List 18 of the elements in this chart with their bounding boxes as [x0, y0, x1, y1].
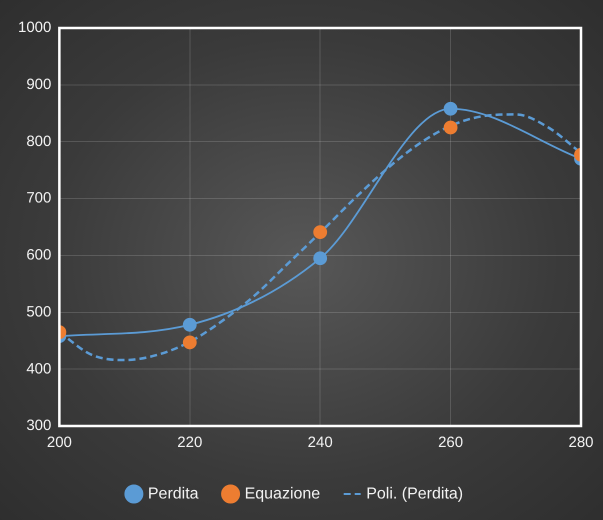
legend-label: Perdita — [148, 485, 199, 502]
y-tick-label: 500 — [26, 303, 52, 320]
point — [313, 225, 328, 240]
y-tick-label: 700 — [26, 190, 52, 207]
x-tick-label: 200 — [46, 434, 72, 452]
x-tick-label: 280 — [568, 434, 594, 452]
y-tick-label: 800 — [26, 132, 52, 150]
x-tick-label: 260 — [438, 434, 464, 452]
y-tick-label: 600 — [26, 246, 52, 264]
y-tick-label: 1000 — [18, 19, 52, 36]
y-tick-label: 300 — [26, 417, 52, 434]
x-tick-label: 240 — [308, 434, 333, 452]
legend-label: Equazione — [244, 485, 320, 502]
y-tick-label: 400 — [26, 360, 52, 378]
point — [313, 251, 328, 266]
x-tick-label: 220 — [177, 434, 202, 452]
y-tick-label: 900 — [26, 76, 52, 93]
legend-label: Poli. (Perdita) — [366, 485, 464, 502]
